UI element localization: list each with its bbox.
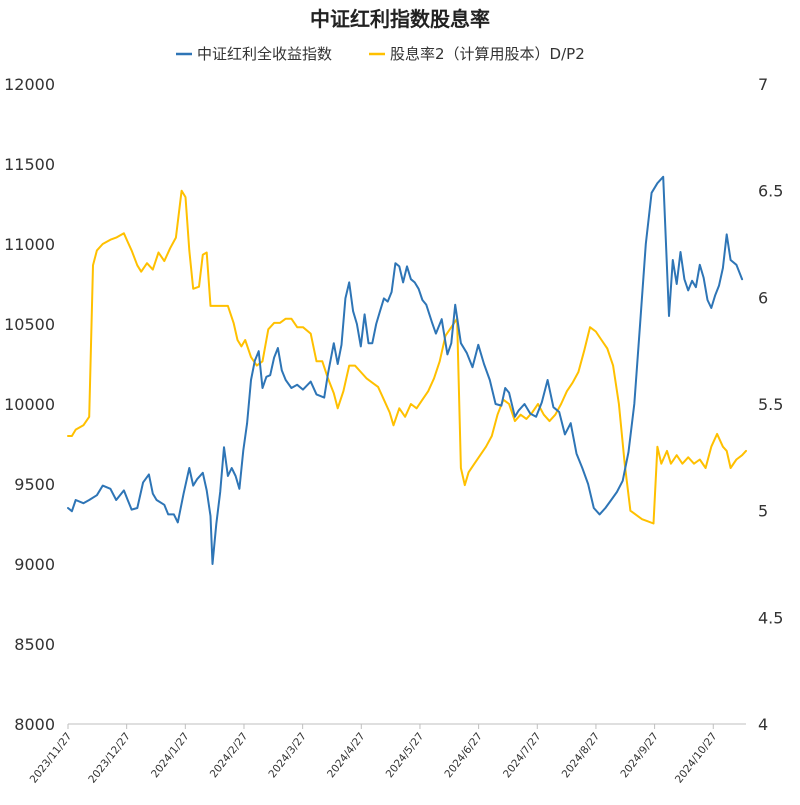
y-right-tick-label: 4.5 [758,608,783,627]
y-left-tick-label: 8500 [14,635,55,654]
x-axis: 2023/11/27 2023/12/27 2024/1/27 2024/2/27 20… [28,724,720,786]
y-right-tick-label: 7 [758,75,768,94]
legend-label-yield: 股息率2（计算用股本）D/P2 [390,45,585,63]
y-left-tick-label: 10500 [4,315,55,334]
x-tick-label: 2024/6/27 [442,730,485,780]
y-axis-left: 8000 8500 9000 9500 10000 10500 11000 11500 1200… [4,75,55,734]
y-right-tick-label: 5 [758,502,768,521]
y-left-tick-label: 9000 [14,555,55,574]
y-left-tick-label: 10000 [4,395,55,414]
x-tick-label: 2023/12/27 [86,730,133,785]
legend-label-index: 中证红利全收益指数 [197,45,332,63]
y-left-tick-label: 12000 [4,75,55,94]
y-right-tick-label: 5.5 [758,395,783,414]
x-tick-label: 2024/7/27 [501,730,544,780]
x-tick-label: 2024/9/27 [618,730,661,780]
legend: 中证红利全收益指数 股息率2（计算用股本）D/P2 [176,45,585,63]
x-tick-label: 2024/1/27 [149,730,192,780]
y-right-tick-label: 6.5 [758,182,783,201]
series-line-index [67,175,744,565]
y-left-tick-label: 8000 [14,715,55,734]
chart-title: 中证红利指数股息率 [310,7,490,31]
x-tick-label: 2024/2/27 [208,730,251,780]
y-axis-right: 4 4.5 5 5.5 6 6.5 7 [758,75,783,734]
x-tick-label: 2023/11/27 [28,730,75,785]
plot-area [67,175,747,565]
x-tick-label: 2024/10/27 [673,730,720,785]
y-left-tick-label: 9500 [14,475,55,494]
x-tick-label: 2024/4/27 [325,730,368,780]
y-left-tick-label: 11000 [4,235,55,254]
y-right-tick-label: 4 [758,715,768,734]
x-tick-label: 2024/8/27 [560,730,603,780]
y-left-tick-label: 11500 [4,155,55,174]
x-tick-label: 2024/5/27 [384,730,427,780]
x-tick-label: 2024/3/27 [266,730,309,780]
y-right-tick-label: 6 [758,288,768,307]
series-line-yield [67,189,747,525]
